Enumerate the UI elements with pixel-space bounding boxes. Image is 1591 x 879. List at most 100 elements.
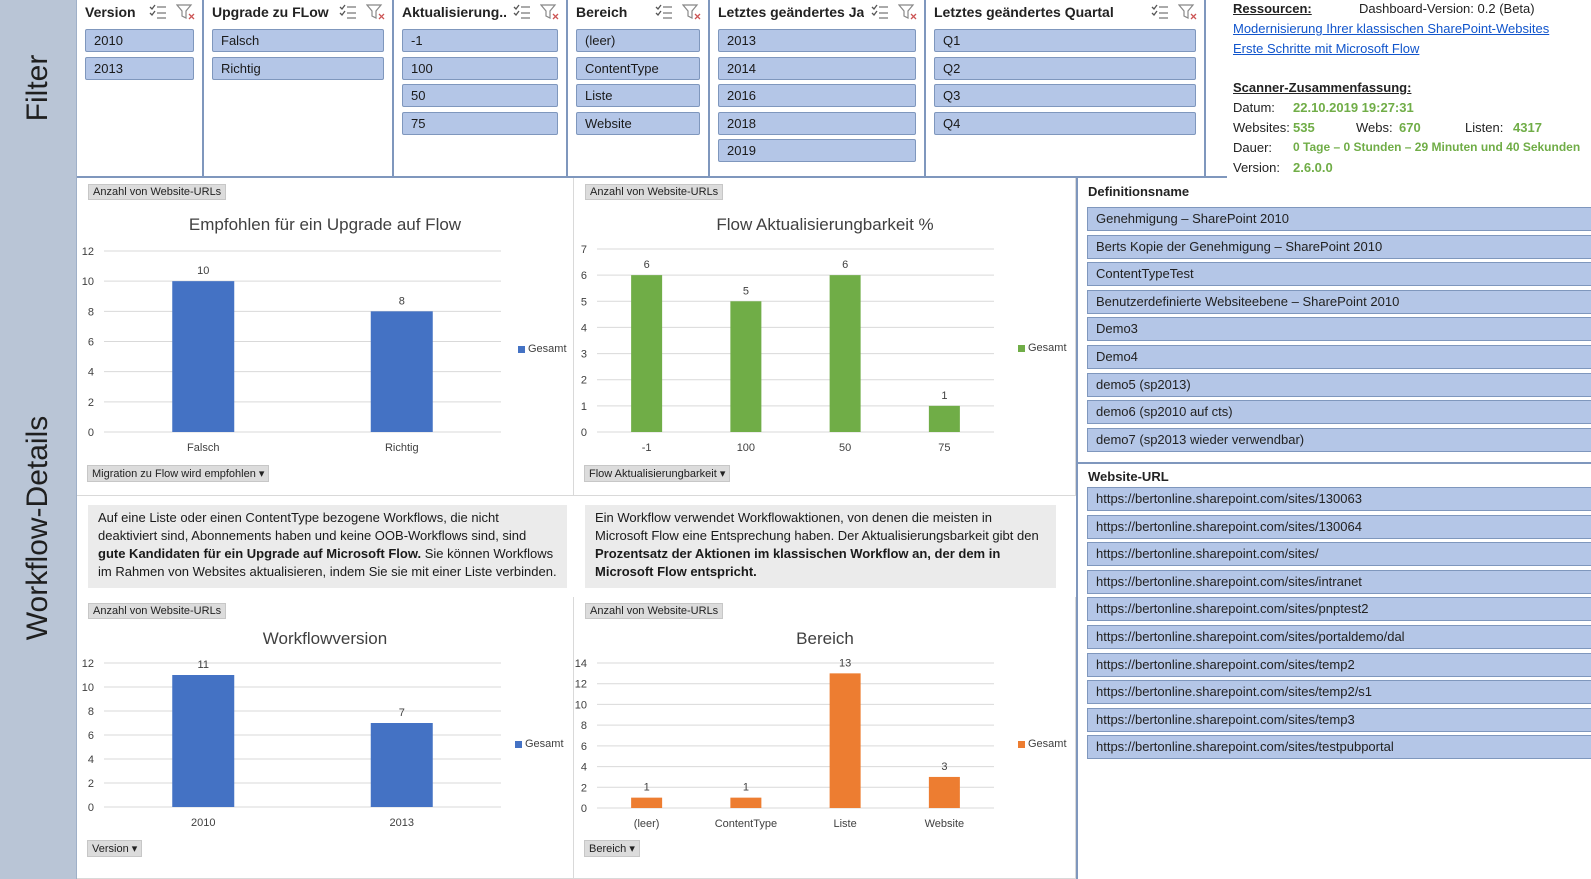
url-list-item[interactable]: https://bertonline.sharepoint.com/sites/… <box>1087 597 1591 622</box>
definition-list-item[interactable]: ContentTypeTest <box>1087 262 1591 287</box>
url-list-item[interactable]: https://bertonline.sharepoint.com/sites/… <box>1087 487 1591 511</box>
definition-list-item[interactable]: Demo4 <box>1087 345 1591 369</box>
y-tick-label: 12 <box>575 679 587 691</box>
resources-panel: Ressourcen: Dashboard-Version: 0.2 (Beta… <box>1229 0 1591 176</box>
summary-label: Scanner-Zusammenfassung: <box>1233 80 1412 95</box>
field-button-values[interactable]: Anzahl von Website-URLs <box>585 603 724 619</box>
slicer-item[interactable]: 2013 <box>85 56 194 80</box>
url-list-item[interactable]: https://bertonline.sharepoint.com/sites/… <box>1087 569 1591 594</box>
slicer-item[interactable]: 75 <box>402 111 558 135</box>
slicer-item[interactable]: Richtig <box>212 56 384 80</box>
url-list-item[interactable]: https://bertonline.sharepoint.com/sites/… <box>1087 680 1591 705</box>
slicer-item[interactable]: 50 <box>402 84 558 107</box>
multi-select-icon[interactable] <box>338 3 358 21</box>
slicer-item[interactable]: 2010 <box>85 29 194 52</box>
slicer-item[interactable]: 100 <box>402 56 558 80</box>
url-list-item[interactable]: https://bertonline.sharepoint.com/sites/ <box>1087 542 1591 567</box>
slicer-item[interactable]: Website <box>576 111 700 135</box>
slicer-item[interactable]: Q1 <box>934 29 1196 52</box>
url-list-item[interactable]: https://bertonline.sharepoint.com/sites/… <box>1087 625 1591 649</box>
websites-label: Websites: <box>1233 120 1290 135</box>
bar[interactable] <box>172 281 235 432</box>
url-list-item[interactable]: https://bertonline.sharepoint.com/sites/… <box>1087 652 1591 677</box>
bar[interactable] <box>730 797 762 808</box>
multi-select-icon[interactable] <box>654 3 674 21</box>
url-list-item[interactable]: https://bertonline.sharepoint.com/sites/… <box>1087 735 1591 760</box>
bar[interactable] <box>829 673 861 808</box>
definition-list-item[interactable]: Berts Kopie der Genehmigung – SharePoint… <box>1087 234 1591 259</box>
field-button-axis[interactable]: Migration zu Flow wird empfohlen ▾ <box>87 465 270 482</box>
field-button-axis[interactable]: Version ▾ <box>87 840 143 857</box>
desc-left-text1: Auf eine Liste oder einen ContentType be… <box>98 510 527 543</box>
slicer-5: Letztes geändertes Jahr 2013 2014 2016 2018 2… <box>710 0 926 176</box>
details-band-label: Workflow-Details <box>21 415 54 640</box>
y-tick-label: 2 <box>88 778 94 790</box>
bar[interactable] <box>172 675 235 807</box>
y-tick-label: 0 <box>581 803 587 815</box>
bar[interactable] <box>730 301 762 432</box>
slicer-item[interactable]: Liste <box>576 84 700 107</box>
x-tick-label: ContentType <box>715 818 777 830</box>
definition-list-item[interactable]: demo6 (sp2010 auf cts) <box>1087 400 1591 425</box>
slicer-item[interactable]: 2013 <box>718 29 916 52</box>
definition-list-item[interactable]: Benutzerdefinierte Websiteebene – ShareP… <box>1087 289 1591 314</box>
definition-list-item[interactable]: Genehmigung – SharePoint 2010 <box>1087 207 1591 231</box>
y-tick-label: 2 <box>581 375 587 387</box>
slicer-2: Upgrade zu FLow Falsch Richtig <box>204 0 394 176</box>
slicer-item[interactable]: 2016 <box>718 84 916 107</box>
bar[interactable] <box>370 311 433 432</box>
slicer-6: Letztes geändertes Quartal Q1 Q2 Q3 Q4 <box>926 0 1206 176</box>
url-list-item[interactable]: https://bertonline.sharepoint.com/sites/… <box>1087 514 1591 539</box>
x-tick-label: Richtig <box>385 442 419 454</box>
field-button-values[interactable]: Anzahl von Website-URLs <box>88 603 227 619</box>
slicer-title: Version <box>85 4 136 20</box>
clear-filter-icon[interactable] <box>1178 3 1198 21</box>
clear-filter-icon[interactable] <box>898 3 918 21</box>
bar[interactable] <box>928 405 960 432</box>
slicer-item[interactable]: Falsch <box>212 29 384 52</box>
slicer-item[interactable]: 2014 <box>718 56 916 80</box>
slicer-item[interactable]: 2018 <box>718 111 916 135</box>
slicer-item[interactable]: -1 <box>402 29 558 52</box>
slicer-item[interactable]: (leer) <box>576 29 700 52</box>
bar[interactable] <box>928 776 960 808</box>
multi-select-icon[interactable] <box>870 3 890 21</box>
bar[interactable] <box>631 797 663 808</box>
url-list-item[interactable]: https://bertonline.sharepoint.com/sites/… <box>1087 707 1591 732</box>
field-button-values[interactable]: Anzahl von Website-URLs <box>88 184 227 200</box>
slicer-item[interactable]: 2019 <box>718 139 916 162</box>
slicer-title: Aktualisierung... <box>402 4 506 20</box>
legend-label: Gesamt <box>1028 738 1067 750</box>
resources-label: Ressourcen: <box>1233 1 1312 16</box>
multi-select-icon[interactable] <box>148 3 168 21</box>
data-label: 8 <box>399 295 405 307</box>
slicer-item[interactable]: Q3 <box>934 84 1196 107</box>
clear-filter-icon[interactable] <box>366 3 386 21</box>
legend-swatch <box>515 740 522 748</box>
version-label: Version: <box>1233 160 1280 175</box>
y-tick-label: 12 <box>82 246 94 258</box>
multi-select-icon[interactable] <box>1150 3 1170 21</box>
field-button-values[interactable]: Anzahl von Website-URLs <box>585 184 724 200</box>
definition-list-item[interactable]: demo5 (sp2013) <box>1087 372 1591 397</box>
slicer-item[interactable]: Q2 <box>934 56 1196 80</box>
field-button-axis[interactable]: Flow Aktualisierungbarkeit ▾ <box>584 465 731 482</box>
clear-filter-icon[interactable] <box>176 3 196 21</box>
bar[interactable] <box>370 723 433 807</box>
y-tick-label: 2 <box>581 782 587 794</box>
bar[interactable] <box>631 275 663 432</box>
slicer-item[interactable]: ContentType <box>576 56 700 80</box>
slicer-item[interactable]: Q4 <box>934 111 1196 135</box>
clear-filter-icon[interactable] <box>682 3 702 21</box>
field-button-axis[interactable]: Bereich ▾ <box>584 840 640 857</box>
definition-list-item[interactable]: Demo3 <box>1087 317 1591 342</box>
link-flow-getting-started[interactable]: Erste Schritte mit Microsoft Flow <box>1233 41 1420 56</box>
link-modernize[interactable]: Modernisierung Ihrer klassischen SharePo… <box>1233 21 1550 36</box>
y-tick-label: 3 <box>581 349 587 361</box>
definition-list-item[interactable]: demo7 (sp2013 wieder verwendbar) <box>1087 427 1591 452</box>
websites-value: 535 <box>1293 120 1315 135</box>
definitions-title: Definitionsname <box>1088 184 1190 199</box>
multi-select-icon[interactable] <box>512 3 532 21</box>
clear-filter-icon[interactable] <box>540 3 560 21</box>
bar[interactable] <box>829 275 861 432</box>
